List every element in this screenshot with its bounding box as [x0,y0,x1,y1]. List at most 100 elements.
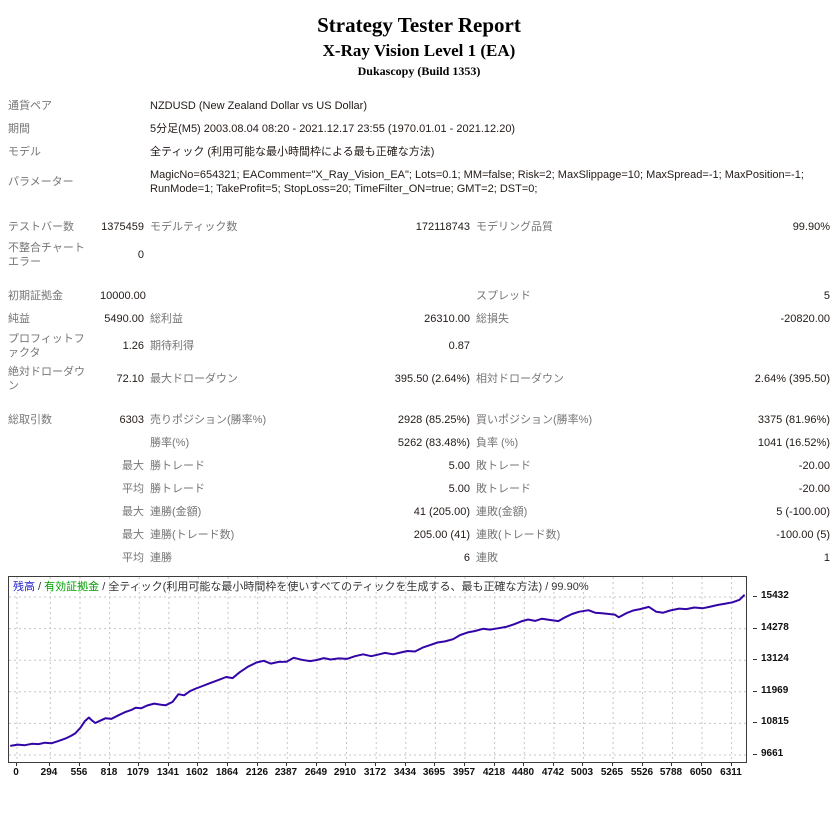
x-tick-label: 294 [40,767,58,778]
x-tick-mark [582,763,583,766]
row-value: 6 [463,551,470,564]
table-row: 通貨ペア NZDUSD (New Zealand Dollar vs US Dol… [8,95,830,118]
x-tick-mark [523,763,524,766]
row-value: 10000.00 [100,289,146,302]
row-label: 売りポジション(勝率%) [150,413,267,426]
table-row: 勝率(%) 5262 (83.48%) 負率 (%) 1041 (16.52%) [8,432,830,455]
row-label: 最大ドローダウン [150,373,238,386]
x-tick-label: 3695 [422,767,446,778]
row-label: 総利益 [150,312,183,325]
row-label: 最大 [122,528,144,541]
row-label: 連勝(金額) [150,505,202,518]
x-tick-mark [257,763,258,766]
row-label: 勝トレード [150,459,205,472]
row-label: 総損失 [476,312,509,325]
y-tick-mark [753,722,757,723]
row-label: 買いポジション(勝率%) [476,413,593,426]
report-subtitle: X-Ray Vision Level 1 (EA) [322,41,516,60]
y-tick-label: 15432 [761,590,789,601]
row-value: 全ティック (利用可能な最小時間枠による最も正確な方法) [150,145,435,158]
x-tick-label: 6050 [689,767,713,778]
x-tick-label: 3172 [363,767,387,778]
row-label: 通貨ペア [8,99,52,112]
row-label: 連敗(トレード数) [476,528,561,541]
table-row: 最大 勝トレード 5.00 敗トレード -20.00 [8,455,830,478]
row-label: 連勝 [150,551,172,564]
row-value: 1041 (16.52%) [757,436,830,449]
x-tick-label: 3434 [393,767,417,778]
x-tick-label: 2649 [304,767,328,778]
legend-separator: / [35,581,45,593]
balance-line [10,594,745,747]
row-label: 勝率(%) [150,436,190,449]
x-tick-mark [168,763,169,766]
table-row: 総取引数 6303 売りポジション(勝率%) 2928 (85.25%) 買いポジション… [8,409,830,432]
x-tick-label: 3957 [452,767,476,778]
table-row: 期間 5分足(M5) 2003.08.04 08:20 - 2021.12.17 … [8,118,830,141]
x-tick-label: 2126 [245,767,269,778]
y-tick-label: 11969 [761,685,789,696]
y-tick-mark [753,659,757,660]
row-label: 期間 [8,122,30,135]
x-tick-label: 1341 [156,767,180,778]
row-label: 連勝(トレード数) [150,528,235,541]
row-label: スプレッド [476,289,531,302]
legend-balance-label: 残高 [13,581,35,593]
table-row: テストバー数 1375459 モデルティック数 172118743 モデリング品質 99.… [8,216,830,239]
legend-equity-label: 有効証拠金 [44,581,100,593]
row-value: 2928 (85.25%) [397,413,470,426]
x-tick-mark [642,763,643,766]
table-row: プロフィットファクタ 1.26 期待利得 0.87 [8,331,830,363]
x-tick-mark [16,763,17,766]
table-row: モデル 全ティック (利用可能な最小時間枠による最も正確な方法) [8,141,830,164]
row-value: -20.00 [798,459,830,472]
table-row: 絶対ドローダウン 72.10 最大ドローダウン 395.50 (2.64%) 相対ドロー… [8,363,830,397]
table-row: 最大 連勝(トレード数) 205.00 (41) 連敗(トレード数) -100.00 (… [8,524,830,547]
row-label: 初期証拠金 [8,289,63,302]
row-value: MagicNo=654321; EAComment="X_Ray_Vision_… [150,169,804,195]
x-tick-label: 6311 [720,767,742,778]
balance-chart: 残高 / 有効証拠金 / 全ティック(利用可能な最小時間枠を使いすべてのティック… [8,576,830,783]
row-value: -20.00 [798,482,830,495]
row-label: 敗トレード [476,459,531,472]
row-value: 5.00 [448,482,470,495]
row-value: 5 [823,289,830,302]
y-tick-label: 10815 [761,716,789,727]
x-tick-label: 0 [13,767,19,778]
x-tick-label: 5003 [570,767,594,778]
x-tick-mark [345,763,346,766]
section-gap [8,397,830,409]
row-label: 最大 [122,505,144,518]
row-label: 連敗(金額) [476,505,528,518]
row-value: 3375 (81.96%) [757,413,830,426]
row-value: -20820.00 [780,312,830,325]
x-tick-label: 818 [100,767,118,778]
x-tick-mark [464,763,465,766]
row-value: 99.90% [792,220,830,233]
x-tick-mark [731,763,732,766]
row-value: 205.00 (41) [413,528,470,541]
x-tick-mark [109,763,110,766]
row-label: テストバー数 [8,220,74,233]
x-tick-mark [227,763,228,766]
x-tick-label: 1602 [185,767,209,778]
row-label: 連敗 [476,551,498,564]
table-row: 平均 勝トレード 5.00 敗トレード -20.00 [8,478,830,501]
row-value: 1 [823,551,830,564]
x-tick-label: 556 [70,767,88,778]
y-tick-label: 14278 [761,622,789,633]
row-label: モデルティック数 [150,220,238,233]
x-tick-mark [434,763,435,766]
table-row: パラメーター MagicNo=654321; EAComment="X_Ray_V… [8,164,830,202]
row-value: 0 [137,249,144,262]
row-label: モデリング品質 [476,220,553,233]
y-tick-mark [753,754,757,755]
x-tick-label: 4480 [511,767,535,778]
section-gap [8,202,830,216]
row-value: 72.10 [116,373,144,386]
x-tick-label: 2910 [333,767,357,778]
x-tick-mark [494,763,495,766]
row-label: パラメーター [8,176,74,189]
row-label: 期待利得 [150,340,194,353]
row-value: 5 (-100.00) [776,505,830,518]
